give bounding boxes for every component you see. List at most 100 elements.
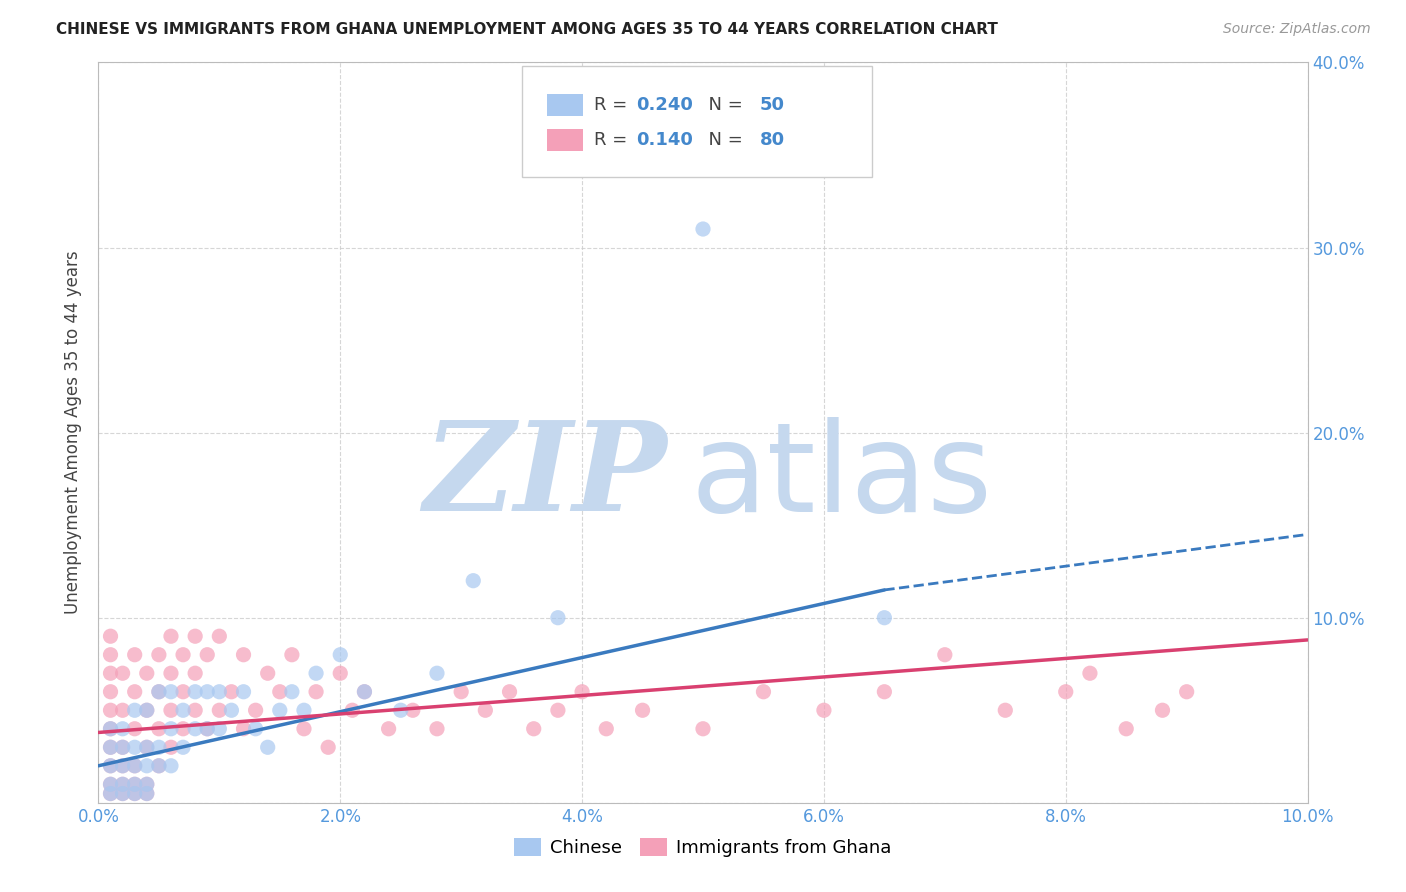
Point <box>232 648 254 662</box>
Text: atlas: atlas <box>690 417 993 538</box>
Point <box>100 758 122 772</box>
Point <box>305 685 328 699</box>
Point <box>111 787 134 801</box>
Point <box>292 703 315 717</box>
Point <box>195 648 218 662</box>
Point <box>160 685 183 699</box>
Point <box>450 685 472 699</box>
Point <box>1054 685 1077 699</box>
Point <box>172 685 194 699</box>
Point <box>474 703 496 717</box>
Point <box>135 740 157 755</box>
Point <box>256 666 278 681</box>
Point <box>184 685 207 699</box>
Point <box>148 648 170 662</box>
Point <box>100 787 122 801</box>
FancyBboxPatch shape <box>522 66 872 178</box>
Point <box>111 787 134 801</box>
Point <box>195 722 218 736</box>
Point <box>184 722 207 736</box>
Point <box>994 703 1017 717</box>
Point <box>100 703 122 717</box>
Point <box>195 685 218 699</box>
Point <box>100 758 122 772</box>
Point <box>281 648 304 662</box>
Point <box>135 787 157 801</box>
Point <box>135 777 157 791</box>
Point <box>232 685 254 699</box>
Point <box>353 685 375 699</box>
Point <box>752 685 775 699</box>
Text: 0.240: 0.240 <box>637 95 693 113</box>
Point <box>148 758 170 772</box>
Point <box>111 758 134 772</box>
Point <box>353 685 375 699</box>
Point <box>329 648 352 662</box>
Text: R =: R = <box>595 95 633 113</box>
Point <box>100 648 122 662</box>
Point <box>232 722 254 736</box>
Point <box>426 666 449 681</box>
Point <box>184 629 207 643</box>
Point <box>389 703 412 717</box>
Point <box>124 648 146 662</box>
Point <box>245 703 267 717</box>
Point <box>100 629 122 643</box>
Point <box>208 703 231 717</box>
Point <box>208 722 231 736</box>
Point <box>160 758 183 772</box>
Point <box>111 703 134 717</box>
Point <box>100 740 122 755</box>
Point <box>595 722 617 736</box>
Point <box>135 740 157 755</box>
Point <box>124 787 146 801</box>
Point <box>135 703 157 717</box>
Point <box>172 648 194 662</box>
Point <box>184 703 207 717</box>
Point <box>111 777 134 791</box>
Point <box>547 703 569 717</box>
Point <box>124 740 146 755</box>
FancyBboxPatch shape <box>547 94 583 116</box>
Point <box>692 722 714 736</box>
Text: N =: N = <box>697 131 748 149</box>
Point <box>148 758 170 772</box>
Point <box>1175 685 1198 699</box>
Text: Source: ZipAtlas.com: Source: ZipAtlas.com <box>1223 22 1371 37</box>
Point <box>124 703 146 717</box>
Text: 0.140: 0.140 <box>637 131 693 149</box>
FancyBboxPatch shape <box>547 129 583 152</box>
Point <box>111 777 134 791</box>
Point <box>124 685 146 699</box>
Point <box>631 703 654 717</box>
Point <box>1078 666 1101 681</box>
Point <box>135 777 157 791</box>
Point <box>221 685 243 699</box>
Point <box>124 777 146 791</box>
Point <box>281 685 304 699</box>
Point <box>100 685 122 699</box>
Point <box>402 703 425 717</box>
Point <box>148 740 170 755</box>
Point <box>571 685 593 699</box>
Point <box>329 666 352 681</box>
Point <box>692 222 714 236</box>
Point <box>269 703 291 717</box>
Legend: Chinese, Immigrants from Ghana: Chinese, Immigrants from Ghana <box>508 830 898 864</box>
Point <box>873 610 896 624</box>
Point <box>124 722 146 736</box>
Point <box>221 703 243 717</box>
Point <box>873 685 896 699</box>
Point <box>124 758 146 772</box>
Point <box>135 758 157 772</box>
Point <box>547 610 569 624</box>
Point <box>813 703 835 717</box>
Point <box>100 722 122 736</box>
Point <box>256 740 278 755</box>
Point <box>316 740 339 755</box>
Point <box>111 740 134 755</box>
Y-axis label: Unemployment Among Ages 35 to 44 years: Unemployment Among Ages 35 to 44 years <box>65 251 83 615</box>
Point <box>111 740 134 755</box>
Point <box>172 740 194 755</box>
Text: CHINESE VS IMMIGRANTS FROM GHANA UNEMPLOYMENT AMONG AGES 35 TO 44 YEARS CORRELAT: CHINESE VS IMMIGRANTS FROM GHANA UNEMPLO… <box>56 22 998 37</box>
